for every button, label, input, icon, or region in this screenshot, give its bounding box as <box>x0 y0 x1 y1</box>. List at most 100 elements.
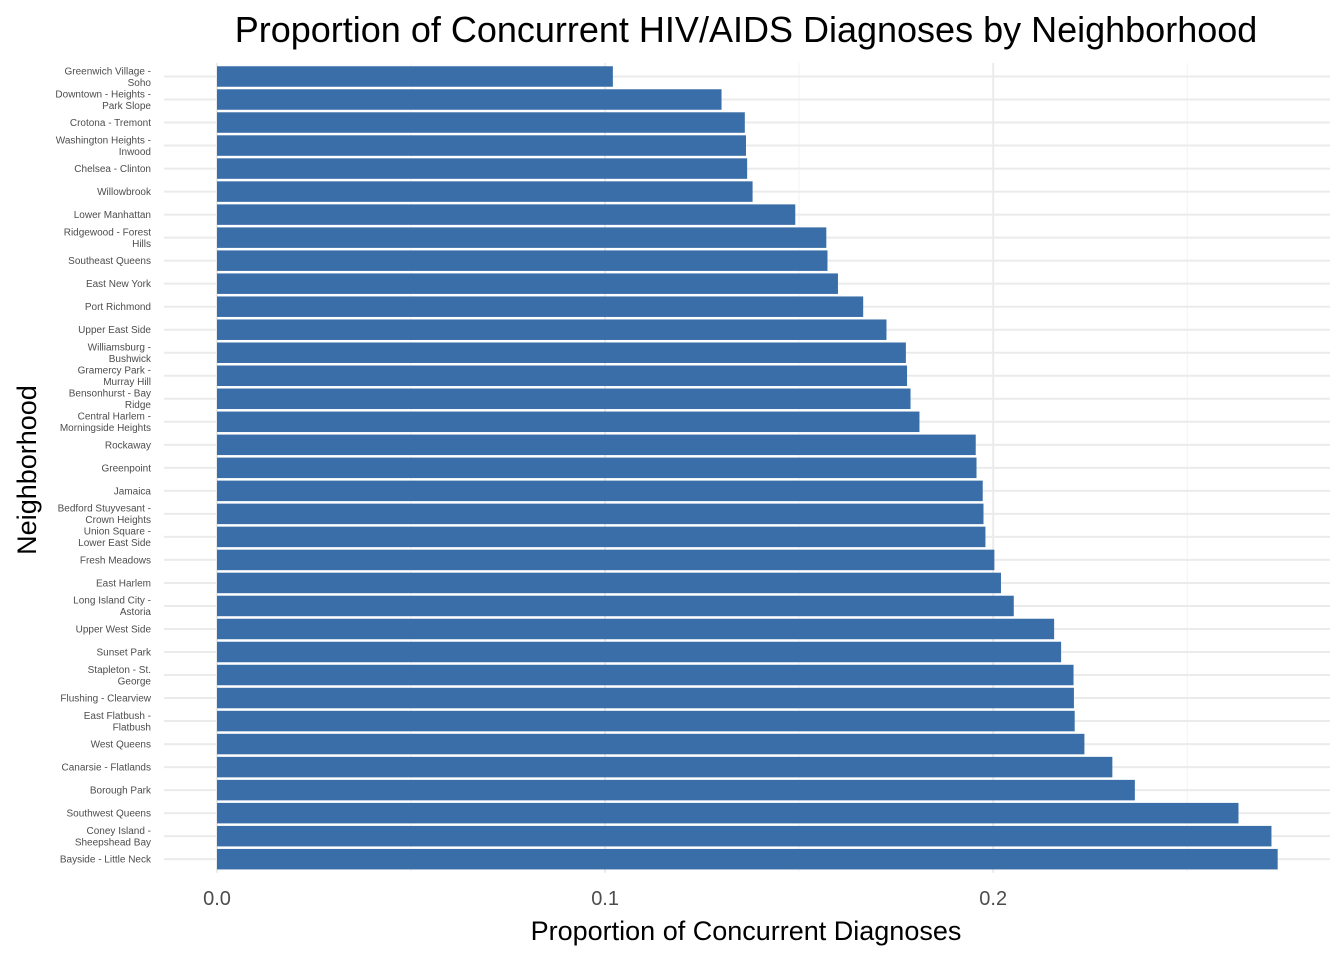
y-tick-label-line: Bushwick <box>109 354 152 365</box>
y-tick-label: Coney Island -Sheepshead Bay <box>75 826 151 849</box>
y-tick-label: Southeast Queens <box>68 256 151 267</box>
y-tick-label-line: Willowbrook <box>97 187 152 198</box>
y-tick-label: Jamaica <box>114 486 152 497</box>
y-tick-label-line: Greenpoint <box>102 463 152 474</box>
y-tick-label-line: Borough Park <box>90 786 152 797</box>
bar <box>217 710 1075 732</box>
y-tick-label-line: Upper East Side <box>78 325 151 336</box>
y-tick-label-line: Flushing - Clearview <box>60 694 151 705</box>
y-tick-label-line: Upper West Side <box>76 624 152 635</box>
y-tick-label-line: Ridge <box>125 400 152 411</box>
y-tick-label-line: Washington Heights - <box>56 135 151 146</box>
y-tick-label-line: Sunset Park <box>97 648 152 659</box>
y-tick-label-line: Rockaway <box>105 440 151 451</box>
y-tick-label: Bensonhurst - Bay Ridge <box>69 389 152 412</box>
x-tick-label: 0.1 <box>591 888 619 910</box>
bar <box>217 480 983 502</box>
bar <box>217 227 827 248</box>
y-tick-label-line: Flatbush <box>113 722 151 733</box>
y-tick-label: Fresh Meadows <box>80 555 151 566</box>
y-tick-label-line: Morningside Heights <box>60 423 151 434</box>
x-tick-label: 0.2 <box>979 888 1007 910</box>
x-tick-labels: 0.0 0.1 0.2 <box>203 888 1007 910</box>
bar <box>217 595 1014 617</box>
y-tick-label: Union Square -Lower East Side <box>78 527 151 550</box>
x-tick-label: 0.0 <box>203 888 231 910</box>
y-tick-label-line: Long Island City - <box>73 596 151 607</box>
y-tick-label-line: Central Harlem - <box>78 412 151 423</box>
y-tick-label: Canarsie - Flatlands <box>62 763 151 774</box>
y-tick-label-line: Bedford Stuyvesant - <box>58 504 151 515</box>
y-tick-label: Williamsburg -Bushwick <box>88 342 152 365</box>
bar <box>217 319 887 340</box>
bar <box>217 365 908 387</box>
y-tick-label-line: Williamsburg - <box>88 342 151 353</box>
y-tick-label: East Harlem <box>96 578 151 589</box>
y-tick-label: Long Island City -Astoria <box>73 596 151 619</box>
y-tick-label: Greenpoint <box>102 463 152 474</box>
chart-title: Proportion of Concurrent HIV/AIDS Diagno… <box>235 9 1258 50</box>
y-tick-label-line: George <box>118 676 152 687</box>
y-tick-label-line: West Queens <box>91 740 151 751</box>
y-tick-label-line: Bayside - Little Neck <box>60 855 152 866</box>
y-tick-label-line: Coney Island - <box>87 826 151 837</box>
y-tick-label: Upper East Side <box>78 325 151 336</box>
bar <box>217 135 746 156</box>
bar <box>217 664 1074 686</box>
bar <box>217 158 748 179</box>
bar <box>217 572 1001 594</box>
y-tick-label-line: Inwood <box>119 147 151 158</box>
y-tick-label-line: Fresh Meadows <box>80 555 151 566</box>
bar <box>217 434 976 456</box>
y-tick-label-line: Lower East Side <box>78 538 151 549</box>
x-axis-title: Proportion of Concurrent Diagnoses <box>531 916 962 946</box>
y-tick-label-line: East Harlem <box>96 578 151 589</box>
y-tick-label: Borough Park <box>90 786 152 797</box>
y-tick-label: Flushing - Clearview <box>60 694 151 705</box>
y-tick-label: East New York <box>86 279 152 290</box>
bar <box>217 457 977 479</box>
bar <box>217 112 745 133</box>
y-tick-label: Bayside - Little Neck <box>60 855 152 866</box>
y-tick-label: Chelsea - Clinton <box>74 164 151 175</box>
bar <box>217 89 722 110</box>
y-axis-title: Neighborhood <box>12 385 42 555</box>
y-tick-label-line: Stapleton - St. <box>88 665 151 676</box>
bar <box>217 273 838 294</box>
y-tick-label: Stapleton - St. George <box>88 665 152 688</box>
y-tick-label: Rockaway <box>105 440 151 451</box>
y-tick-label-line: Lower Manhattan <box>74 210 151 221</box>
bar <box>217 526 986 548</box>
y-tick-label: Lower Manhattan <box>74 210 151 221</box>
y-tick-label: Central Harlem -Morningside Heights <box>60 412 151 435</box>
y-tick-label-line: Chelsea - Clinton <box>74 164 151 175</box>
y-tick-label: Bedford Stuyvesant -Crown Heights <box>58 504 151 527</box>
y-tick-label: Crotona - Tremont <box>70 118 151 129</box>
bar <box>217 618 1055 640</box>
y-tick-label-line: Port Richmond <box>85 302 151 313</box>
y-tick-label: Gramercy Park -Murray Hill <box>78 366 151 389</box>
y-tick-label-line: Bensonhurst - Bay <box>69 389 151 400</box>
y-tick-label-line: Jamaica <box>114 486 152 497</box>
bar <box>217 388 911 410</box>
y-tick-label: East Flatbush -Flatbush <box>84 711 151 734</box>
bar <box>217 503 984 525</box>
y-tick-label-line: Canarsie - Flatlands <box>62 763 151 774</box>
bar <box>217 66 613 87</box>
y-tick-label-line: Southwest Queens <box>67 809 152 820</box>
y-tick-label: Upper West Side <box>76 624 152 635</box>
bar <box>217 779 1135 801</box>
bar <box>217 250 828 271</box>
y-tick-label: Downtown - Heights -Park Slope <box>55 89 151 112</box>
y-tick-label-line: East Flatbush - <box>84 711 151 722</box>
y-tick-label: Port Richmond <box>85 302 151 313</box>
bar <box>217 204 796 225</box>
y-tick-label-line: Park Slope <box>102 101 151 112</box>
bar <box>217 756 1113 778</box>
bar <box>217 848 1278 870</box>
y-tick-label-line: Soho <box>128 78 152 89</box>
bar <box>217 733 1085 755</box>
